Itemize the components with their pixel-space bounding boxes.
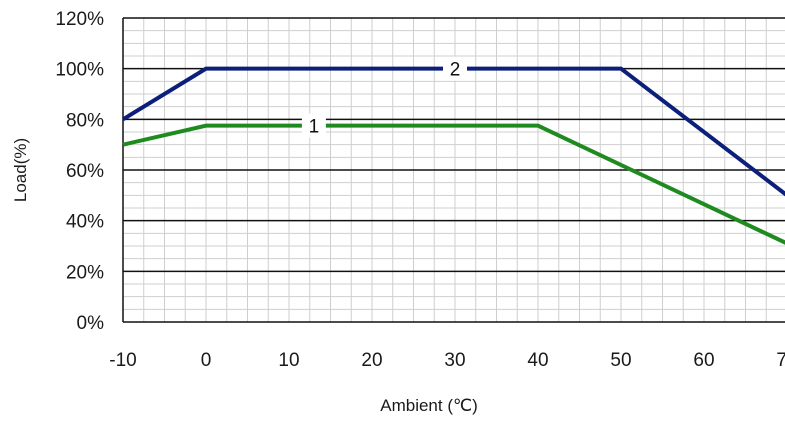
series-line-1 [122, 123, 785, 245]
x-tick-label: 10 [278, 350, 299, 371]
y-tick-label: 20% [66, 262, 104, 283]
y-tick-label: 60% [66, 161, 104, 182]
y-tick-label: 0% [77, 313, 105, 334]
x-tick-label: -10 [109, 350, 136, 371]
x-tick-label: 0 [201, 350, 212, 371]
series-label-2: 2 [450, 60, 461, 81]
x-tick-label: 60 [693, 350, 714, 371]
major-grid [122, 17, 785, 323]
y-tick-label: 100% [55, 60, 104, 81]
y-tick-label: 120% [55, 9, 104, 30]
series-label-background [443, 56, 467, 81]
y-tick-labels: 0% 20% 40% 60% 80% 100% 120% [55, 9, 104, 334]
x-tick-label: 40 [527, 350, 548, 371]
x-tick-label: 30 [444, 350, 465, 371]
series-label-background [301, 113, 326, 138]
y-tick-label: 80% [66, 110, 104, 131]
x-tick-label: 50 [610, 350, 631, 371]
x-tick-label: 70 [776, 350, 785, 371]
series-line-2 [121, 66, 785, 197]
y-axis-label: Load(%) [11, 138, 30, 202]
x-tick-labels: -10 0 10 20 30 40 50 60 70 [109, 350, 785, 371]
y-tick-label: 40% [66, 212, 104, 233]
x-axis-label: Ambient (℃) [380, 396, 478, 415]
x-tick-label: 20 [361, 350, 382, 371]
series-layer [121, 66, 785, 245]
series-label-layer: 21 [301, 56, 467, 138]
series-label-1: 1 [309, 117, 320, 138]
